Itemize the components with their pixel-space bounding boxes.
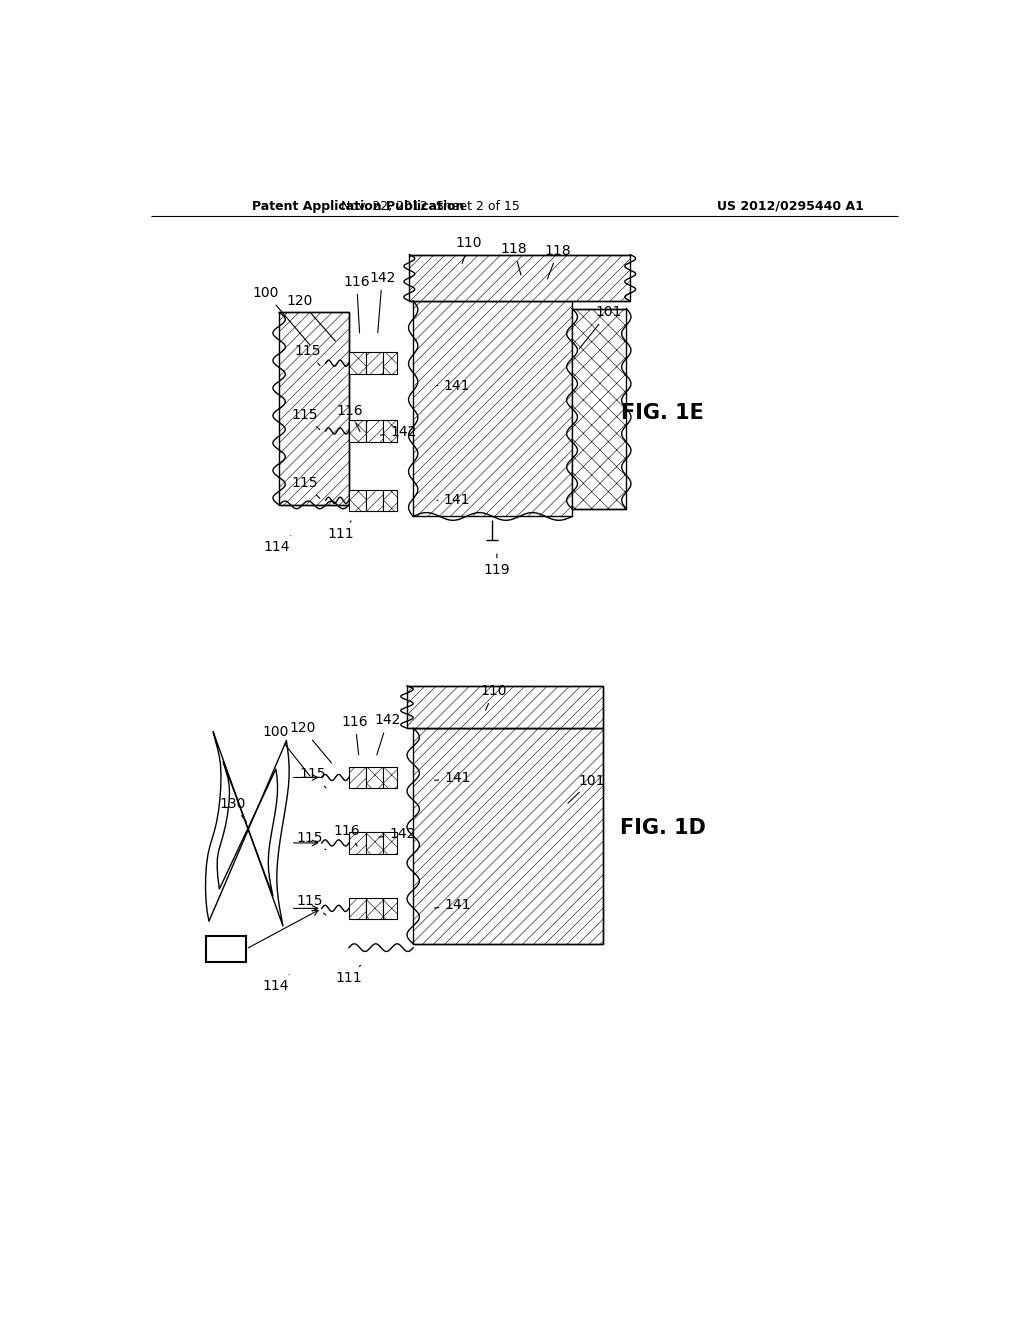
Text: 142: 142 — [379, 828, 416, 841]
Text: 110: 110 — [480, 684, 507, 710]
Bar — [383, 767, 397, 788]
Text: 118: 118 — [501, 243, 527, 275]
Bar — [383, 898, 397, 919]
Text: 115: 115 — [292, 408, 319, 430]
Text: 115: 115 — [297, 830, 326, 850]
Text: FIG. 1D: FIG. 1D — [620, 818, 706, 838]
Bar — [414, 301, 572, 516]
Text: 115: 115 — [297, 895, 326, 915]
Text: 115: 115 — [292, 477, 319, 499]
Text: 114: 114 — [262, 974, 289, 993]
Bar — [349, 898, 366, 919]
Bar — [383, 832, 397, 854]
Bar — [206, 936, 246, 962]
Text: FIG. 1E: FIG. 1E — [622, 403, 705, 422]
Text: 100: 100 — [262, 725, 310, 776]
Bar — [414, 729, 603, 944]
Text: 142: 142 — [380, 425, 417, 438]
Text: 142: 142 — [369, 271, 395, 333]
Bar — [349, 352, 366, 374]
Text: 111: 111 — [328, 521, 354, 541]
Text: US 2012/0295440 A1: US 2012/0295440 A1 — [717, 199, 864, 213]
Text: 141: 141 — [437, 379, 470, 392]
Bar — [349, 490, 366, 511]
Bar — [280, 313, 349, 506]
Bar — [572, 309, 627, 508]
Text: 115: 115 — [295, 345, 322, 366]
Bar — [383, 490, 397, 511]
Text: 110: 110 — [456, 236, 482, 264]
Text: 114: 114 — [263, 536, 291, 554]
Text: 190: 190 — [211, 942, 241, 956]
Text: 118: 118 — [545, 244, 571, 279]
Text: 116: 116 — [333, 825, 359, 846]
Bar — [366, 832, 383, 854]
Text: 100: 100 — [253, 286, 310, 345]
Text: 141: 141 — [434, 771, 471, 785]
Text: 111: 111 — [336, 965, 362, 986]
Text: 116: 116 — [342, 715, 369, 755]
Bar — [366, 898, 383, 919]
Text: 119: 119 — [483, 554, 510, 577]
Bar — [366, 490, 383, 511]
Text: 101: 101 — [568, 774, 605, 804]
Bar — [349, 767, 366, 788]
Text: 141: 141 — [434, 899, 471, 912]
Text: Nov. 22, 2012  Sheet 2 of 15: Nov. 22, 2012 Sheet 2 of 15 — [341, 199, 520, 213]
Bar — [383, 352, 397, 374]
Bar — [349, 832, 366, 854]
Text: 130: 130 — [219, 797, 247, 822]
Text: 116: 116 — [343, 275, 370, 333]
Text: Patent Application Publication: Patent Application Publication — [252, 199, 464, 213]
Bar — [366, 352, 383, 374]
Bar — [349, 420, 366, 442]
Bar — [407, 686, 603, 729]
Bar — [366, 420, 383, 442]
Bar — [366, 767, 383, 788]
Text: 115: 115 — [299, 767, 326, 788]
Bar — [383, 420, 397, 442]
Text: 120: 120 — [287, 294, 336, 341]
Text: 141: 141 — [437, 494, 470, 507]
Text: 116: 116 — [336, 404, 362, 432]
Bar — [410, 255, 630, 301]
Text: 120: 120 — [289, 721, 332, 763]
Text: 101: 101 — [580, 305, 622, 348]
Text: 142: 142 — [375, 714, 400, 755]
